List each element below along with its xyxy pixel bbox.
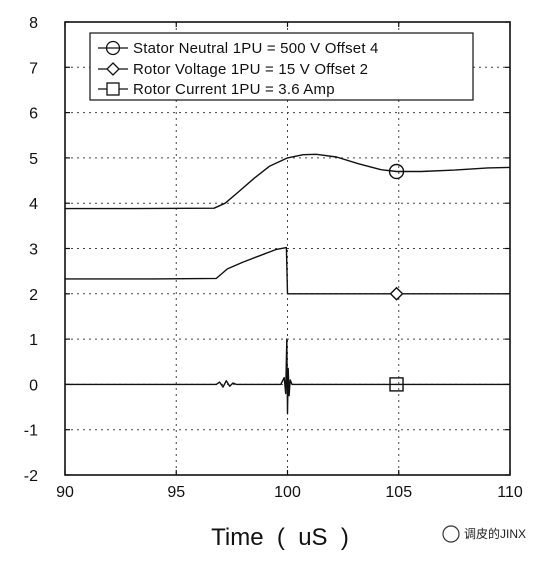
x-axis-label: Time ( uS ) — [211, 524, 349, 551]
series-line-2 — [65, 246, 510, 295]
legend-label: Rotor Voltage 1PU = 15 V Offset 2 — [133, 61, 368, 78]
x-tick-label: 90 — [56, 484, 74, 501]
diamond-marker-icon — [106, 62, 120, 76]
y-tick-label: 8 — [29, 15, 38, 32]
ticks: -2 -1 0 1 2 3 4 5 6 7 8 90 95 100 105 110 — [24, 15, 523, 501]
watermark-icon — [442, 525, 460, 543]
y-tick-label: 4 — [29, 196, 38, 213]
legend-entry-3: Rotor Current 1PU = 3.6 Amp — [98, 81, 335, 98]
circle-marker-icon — [105, 40, 121, 56]
square-marker — [389, 377, 404, 392]
x-tick-label: 95 — [167, 484, 185, 501]
watermark: 调皮的JINX — [442, 525, 526, 543]
y-tick-label: -1 — [24, 423, 38, 440]
diamond-marker — [389, 286, 404, 301]
x-tick-label: 105 — [385, 484, 412, 501]
legend-entry-1: Stator Neutral 1PU = 500 V Offset 4 — [98, 40, 379, 57]
x-tick-label: 100 — [274, 484, 301, 501]
series-lines — [65, 153, 511, 415]
y-tick-label: 3 — [29, 242, 38, 259]
legend-box — [89, 32, 474, 101]
y-tick-label: -2 — [24, 468, 38, 485]
circle-marker — [388, 163, 405, 180]
y-tick-label: 7 — [29, 60, 38, 77]
legend-label: Rotor Current 1PU = 3.6 Amp — [133, 81, 335, 98]
series-markers — [388, 163, 405, 392]
y-tick-label: 5 — [29, 151, 38, 168]
x-tick-label: 110 — [497, 484, 523, 501]
y-tick-label: 0 — [29, 377, 38, 394]
square-marker-icon — [106, 82, 120, 96]
legend-entry-2: Rotor Voltage 1PU = 15 V Offset 2 — [98, 61, 368, 78]
series-line-1 — [65, 153, 511, 210]
legend-label: Stator Neutral 1PU = 500 V Offset 4 — [133, 40, 379, 57]
legend: Stator Neutral 1PU = 500 V Offset 4 Roto… — [89, 32, 474, 101]
y-tick-label: 6 — [29, 106, 38, 123]
watermark-text: 调皮的JINX — [464, 526, 526, 541]
series-line-3 — [65, 338, 510, 415]
y-tick-label: 2 — [29, 287, 38, 304]
y-tick-label: 1 — [29, 332, 38, 349]
